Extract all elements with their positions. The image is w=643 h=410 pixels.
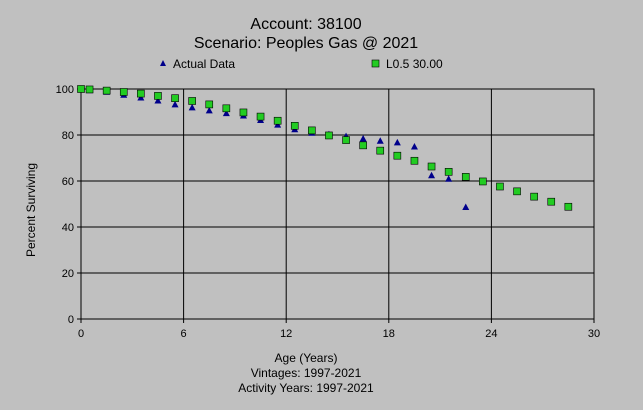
data-point-actual bbox=[188, 103, 196, 111]
data-point-actual bbox=[428, 171, 436, 179]
data-point-fitted bbox=[393, 151, 402, 160]
x-axis-ticks: 0 6 12 18 24 30 bbox=[78, 319, 600, 340]
legend-label-fitted: L0.5 30.00 bbox=[386, 57, 443, 71]
data-point-fitted bbox=[154, 92, 162, 100]
data-point-fitted bbox=[376, 146, 385, 155]
data-point-actual bbox=[154, 97, 162, 104]
x-tick-label: 12 bbox=[280, 328, 292, 340]
data-point-fitted bbox=[547, 197, 556, 206]
data-point-fitted bbox=[77, 85, 85, 93]
legend-square-marker bbox=[371, 59, 380, 68]
data-point-fitted bbox=[564, 202, 573, 211]
series-actual-data bbox=[77, 85, 470, 210]
data-point-fitted bbox=[171, 94, 179, 102]
y-tick-label: 40 bbox=[62, 222, 74, 234]
series-fitted-curve bbox=[77, 85, 573, 211]
plot-border bbox=[80, 88, 595, 320]
data-point-fitted bbox=[256, 112, 265, 121]
y-tick-label: 20 bbox=[62, 268, 74, 280]
data-point-fitted bbox=[342, 136, 350, 144]
x-tick-label: 6 bbox=[181, 328, 187, 340]
data-point-fitted bbox=[444, 168, 453, 176]
data-point-fitted bbox=[530, 192, 538, 201]
data-point-fitted bbox=[222, 104, 231, 113]
footer-activity-years: Activity Years: 1997-2021 bbox=[238, 381, 374, 395]
data-point-fitted bbox=[427, 162, 436, 171]
data-point-fitted bbox=[85, 85, 94, 94]
x-axis-label: Age (Years) bbox=[275, 351, 338, 365]
data-point-fitted bbox=[513, 187, 521, 196]
data-point-fitted bbox=[325, 131, 333, 140]
x-tick-label: 0 bbox=[78, 328, 84, 340]
y-axis-ticks: 0 20 40 60 80 100 bbox=[56, 84, 81, 326]
data-point-actual bbox=[410, 143, 418, 150]
data-point-fitted bbox=[496, 182, 504, 191]
data-point-fitted bbox=[479, 177, 487, 186]
y-axis-label: Percent Surviving bbox=[24, 163, 38, 257]
footer-vintages: Vintages: 1997-2021 bbox=[251, 366, 362, 380]
data-point-fitted bbox=[137, 89, 145, 98]
data-point-fitted bbox=[102, 86, 111, 95]
data-point-actual bbox=[359, 134, 367, 142]
chart-title: Account: 38100 bbox=[250, 16, 361, 33]
x-tick-label: 24 bbox=[485, 328, 497, 340]
data-point-fitted bbox=[290, 122, 299, 130]
y-tick-label: 80 bbox=[62, 130, 74, 142]
data-point-fitted bbox=[119, 88, 128, 96]
data-point-fitted bbox=[205, 100, 214, 109]
data-point-actual bbox=[222, 109, 230, 117]
chart-subtitle: Scenario: Peoples Gas @ 2021 bbox=[194, 35, 418, 52]
data-point-fitted bbox=[359, 141, 367, 150]
x-tick-label: 30 bbox=[588, 328, 600, 340]
data-point-actual bbox=[376, 137, 384, 144]
legend-triangle-marker bbox=[160, 60, 166, 66]
data-point-fitted bbox=[239, 108, 248, 117]
y-tick-label: 0 bbox=[68, 314, 74, 326]
data-point-fitted bbox=[188, 97, 196, 105]
data-point-actual bbox=[171, 100, 179, 108]
data-point-actual bbox=[462, 203, 470, 210]
y-tick-label: 100 bbox=[56, 84, 74, 96]
data-point-fitted bbox=[308, 126, 316, 135]
legend: Actual Data L0.5 30.00 bbox=[160, 57, 443, 71]
plot-area bbox=[80, 88, 595, 320]
y-tick-label: 60 bbox=[62, 176, 74, 188]
data-point-fitted bbox=[410, 156, 419, 165]
legend-label-actual: Actual Data bbox=[173, 57, 235, 71]
data-point-actual bbox=[205, 106, 213, 114]
data-point-actual bbox=[393, 138, 401, 146]
data-point-fitted bbox=[273, 116, 282, 125]
x-tick-label: 18 bbox=[383, 328, 395, 340]
data-point-actual bbox=[445, 175, 453, 182]
data-point-fitted bbox=[461, 173, 470, 181]
grid bbox=[81, 89, 594, 319]
